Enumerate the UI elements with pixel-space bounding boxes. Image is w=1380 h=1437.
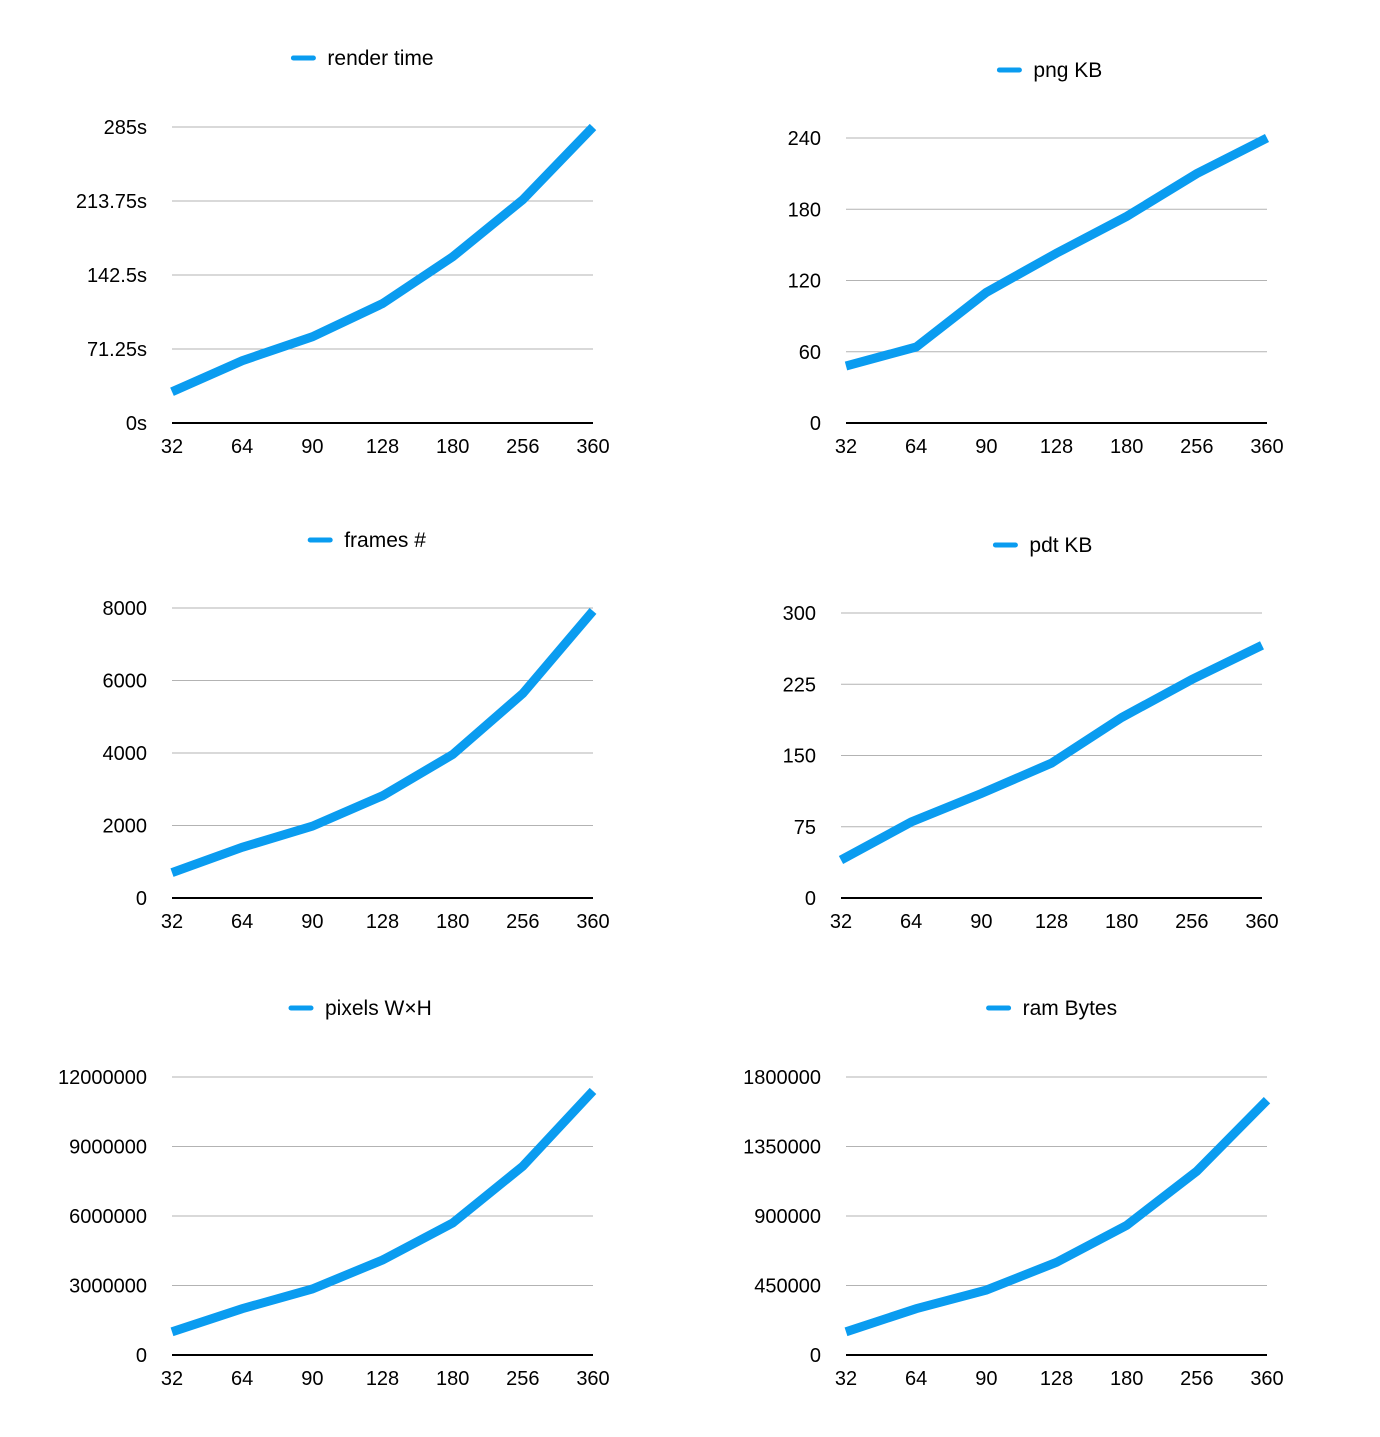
legend-label: ram Bytes (1023, 997, 1118, 1020)
y-tick-label: 450000 (754, 1276, 821, 1298)
x-tick-label: 32 (161, 1368, 183, 1390)
y-tick-label: 12000000 (58, 1067, 147, 1089)
x-tick-label: 128 (366, 1368, 399, 1390)
y-tick-label: 3000000 (69, 1276, 147, 1298)
y-tick-label: 150 (783, 746, 816, 768)
x-tick-label: 360 (1250, 1368, 1283, 1390)
chart-1: 0s 71.25s 142.5s 213.75s 285s 32 64 90 128 180 256… (76, 47, 610, 458)
x-tick-label: 180 (1105, 911, 1138, 933)
x-tick-label: 64 (900, 911, 922, 933)
y-tick-label: 900000 (754, 1206, 821, 1228)
y-tick-label: 9000000 (69, 1137, 147, 1159)
y-tick-label: 0s (126, 413, 147, 435)
y-tick-label: 1800000 (743, 1067, 821, 1089)
x-tick-label: 32 (830, 911, 852, 933)
y-tick-label: 142.5s (87, 265, 147, 287)
x-tick-label: 360 (576, 1368, 609, 1390)
x-tick-label: 360 (576, 911, 609, 933)
legend-label: pdt KB (1029, 534, 1092, 557)
chart-5: 0 3000000 6000000 9000000 12000000 32 64 90 128 1… (58, 997, 610, 1390)
series-line (170, 1087, 597, 1337)
series-line (844, 133, 1270, 371)
y-tick-label: 1350000 (743, 1137, 821, 1159)
y-tick-label: 0 (810, 413, 821, 435)
chart-6: 0 450000 900000 1350000 1800000 32 64 90 128 180 2… (743, 997, 1284, 1390)
y-tick-label: 75 (794, 817, 816, 839)
x-tick-label: 256 (506, 436, 539, 458)
x-tick-label: 64 (231, 911, 253, 933)
x-tick-label: 32 (161, 911, 183, 933)
y-tick-label: 240 (788, 128, 821, 150)
x-tick-label: 90 (975, 1368, 997, 1390)
x-tick-label: 32 (835, 1368, 857, 1390)
y-tick-label: 120 (788, 271, 821, 293)
legend-label: png KB (1033, 59, 1102, 82)
y-tick-label: 300 (783, 603, 816, 625)
x-tick-label: 32 (835, 436, 857, 458)
y-tick-label: 6000000 (69, 1206, 147, 1228)
x-tick-label: 180 (1110, 1368, 1143, 1390)
x-tick-label: 64 (905, 1368, 927, 1390)
y-tick-label: 4000 (103, 743, 148, 765)
x-tick-label: 256 (1175, 911, 1208, 933)
y-tick-label: 71.25s (87, 339, 147, 361)
y-tick-label: 0 (136, 1345, 147, 1367)
x-tick-label: 128 (366, 436, 399, 458)
x-tick-label: 128 (1035, 911, 1068, 933)
series-line (170, 607, 597, 877)
x-tick-label: 256 (1180, 436, 1213, 458)
x-tick-label: 360 (576, 436, 609, 458)
x-tick-label: 64 (231, 436, 253, 458)
x-tick-label: 90 (970, 911, 992, 933)
y-tick-label: 285s (104, 117, 147, 139)
y-tick-label: 0 (810, 1345, 821, 1367)
legend-label: frames # (344, 529, 426, 552)
x-tick-label: 180 (436, 911, 469, 933)
x-tick-label: 90 (301, 436, 323, 458)
y-tick-label: 60 (799, 342, 821, 364)
series-line (838, 641, 1264, 864)
y-tick-label: 180 (788, 199, 821, 221)
y-tick-label: 6000 (103, 671, 148, 693)
y-tick-label: 8000 (103, 598, 148, 620)
y-tick-label: 0 (805, 888, 816, 910)
legend-label: render time (327, 47, 433, 70)
y-tick-label: 0 (136, 888, 147, 910)
x-tick-label: 128 (1040, 1368, 1073, 1390)
x-tick-label: 128 (366, 911, 399, 933)
chart-3: 0 2000 4000 6000 8000 32 64 90 128 180 256 360 frame… (103, 529, 610, 933)
x-tick-label: 360 (1250, 436, 1283, 458)
x-tick-label: 256 (506, 911, 539, 933)
x-tick-label: 32 (161, 436, 183, 458)
chart-2: 0 60 120 180 240 32 64 90 128 180 256 360 png KB (788, 59, 1284, 458)
x-tick-label: 256 (1180, 1368, 1213, 1390)
x-tick-label: 180 (436, 436, 469, 458)
x-tick-label: 128 (1040, 436, 1073, 458)
y-tick-label: 213.75s (76, 191, 147, 213)
y-tick-label: 225 (783, 674, 816, 696)
x-tick-label: 90 (975, 436, 997, 458)
x-tick-label: 360 (1245, 911, 1278, 933)
x-tick-label: 180 (1110, 436, 1143, 458)
x-tick-label: 64 (231, 1368, 253, 1390)
x-tick-label: 90 (301, 1368, 323, 1390)
x-tick-label: 180 (436, 1368, 469, 1390)
x-tick-label: 256 (506, 1368, 539, 1390)
series-line (170, 123, 597, 396)
legend-label: pixels W×H (325, 997, 432, 1020)
y-tick-label: 2000 (103, 816, 148, 838)
x-tick-label: 64 (905, 436, 927, 458)
x-tick-label: 90 (301, 911, 323, 933)
chart-4: 0 75 150 225 300 32 64 90 128 180 256 360 pdt KB (783, 534, 1279, 933)
